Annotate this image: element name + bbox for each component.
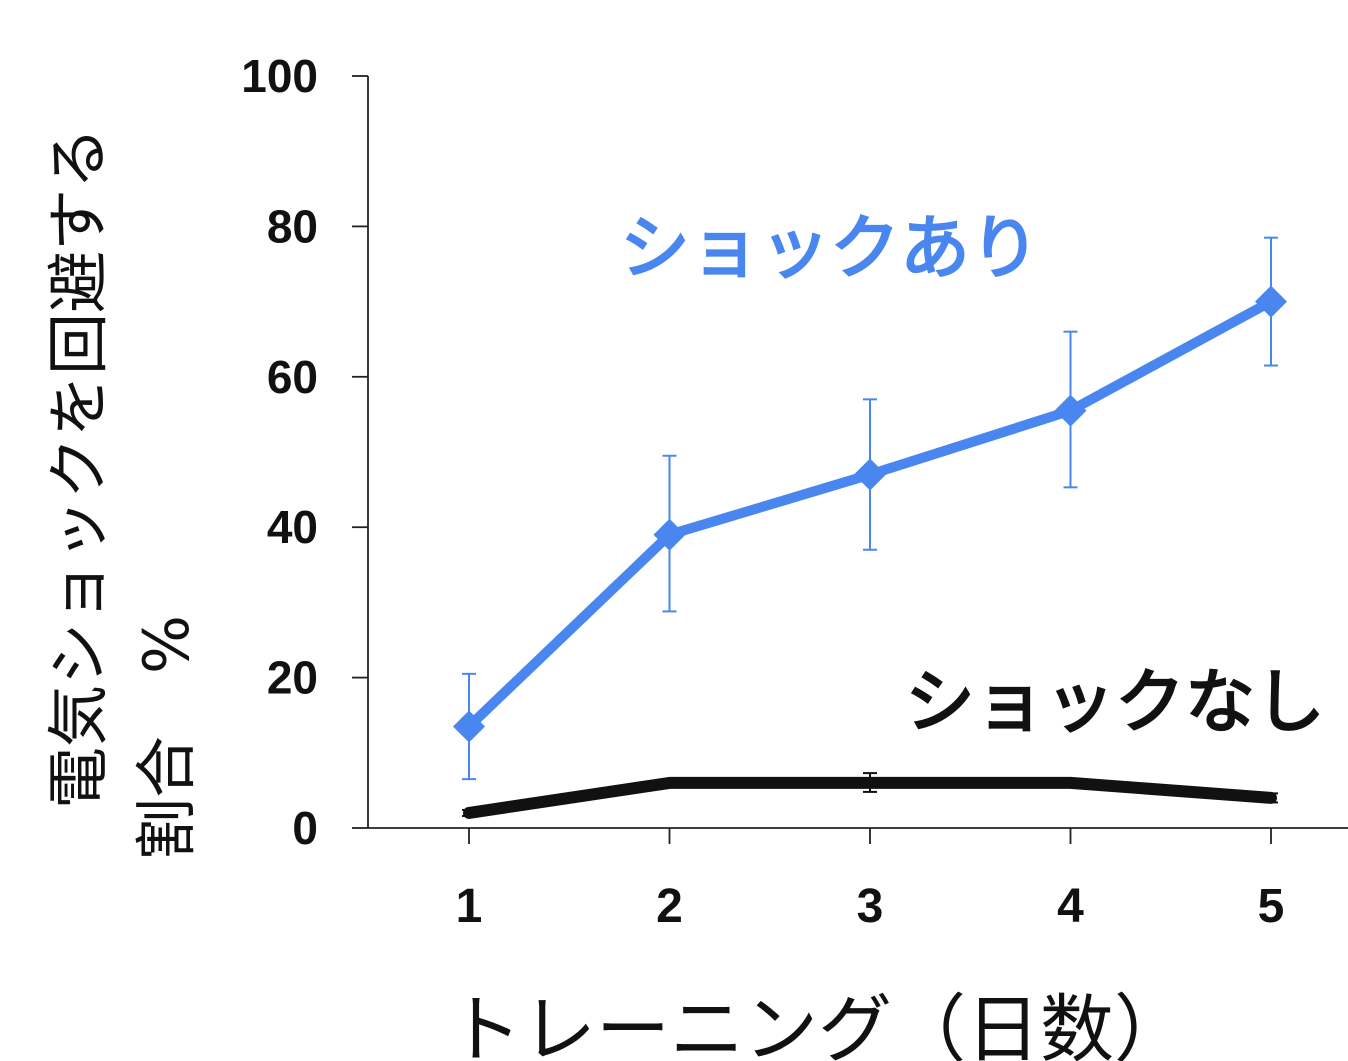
y-tick-label: 0 bbox=[292, 802, 318, 854]
y-axis-ticks: 0 20 40 60 80 100 bbox=[241, 50, 368, 854]
data-point-marker bbox=[1054, 394, 1087, 427]
y-axis-title-line-1: 電気ショックを回避する bbox=[42, 127, 115, 809]
y-tick-label: 20 bbox=[267, 652, 318, 704]
y-tick-label: 80 bbox=[267, 200, 318, 252]
y-tick-label: 60 bbox=[267, 351, 318, 403]
data-point-marker bbox=[453, 710, 485, 743]
x-tick-label: 2 bbox=[656, 880, 683, 933]
series-shock bbox=[453, 236, 1287, 781]
x-tick-label: 4 bbox=[1057, 880, 1084, 933]
y-axis-title-line-2: 割合 % bbox=[130, 615, 203, 860]
axes: 0 20 40 60 80 100 1 2 3 4 5 bbox=[241, 50, 1348, 933]
x-tick-label: 5 bbox=[1258, 880, 1285, 933]
series-label-shock: ショックあり bbox=[620, 207, 1040, 289]
series-line bbox=[463, 776, 1277, 819]
labels-layer: ショックあり ショックなし トレーニング（日数） 電気ショックを回避する 割合 … bbox=[42, 127, 1325, 1061]
x-tick-label: 3 bbox=[857, 880, 884, 933]
data-point-marker bbox=[854, 458, 886, 491]
series-layer bbox=[453, 236, 1287, 819]
data-point-marker bbox=[1255, 285, 1287, 318]
y-tick-label: 100 bbox=[241, 50, 318, 102]
series-no-shock bbox=[462, 772, 1278, 819]
data-point-marker bbox=[653, 518, 686, 551]
x-axis-ticks: 1 2 3 4 5 bbox=[456, 828, 1285, 933]
y-tick-label: 40 bbox=[267, 501, 318, 553]
x-tick-label: 1 bbox=[456, 880, 483, 933]
x-axis-title: トレーニング（日数） bbox=[448, 987, 1188, 1061]
series-label-no-shock: ショックなし bbox=[905, 661, 1325, 743]
